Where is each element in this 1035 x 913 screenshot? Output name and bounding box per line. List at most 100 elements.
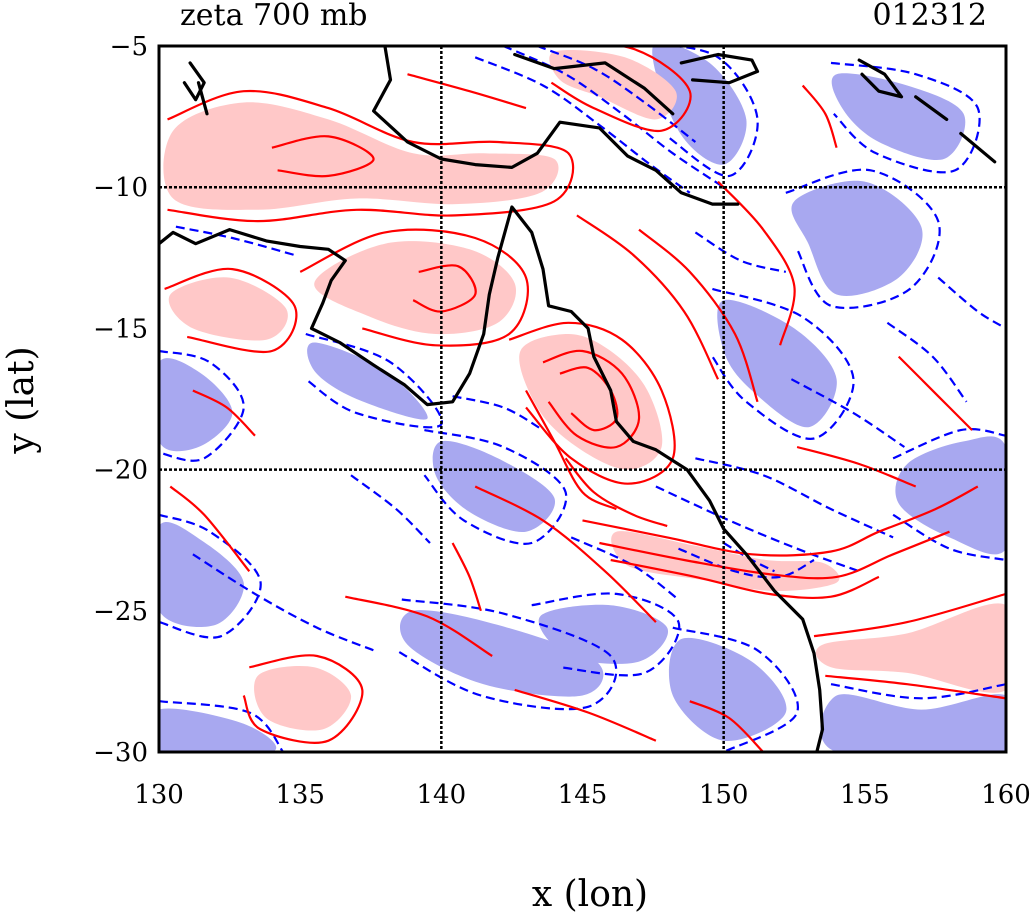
coastline-segment [857, 58, 904, 99]
negative-contour [305, 332, 443, 429]
negative-fill-region [831, 73, 966, 160]
y-axis-title: y (lat) [1, 346, 42, 454]
plot-frame [157, 44, 1008, 754]
positive-contour [474, 485, 657, 623]
positive-contour [610, 558, 880, 600]
positive-contour [897, 355, 973, 431]
coastline-segment [372, 46, 740, 206]
x-axis-ticks: 130 135 140 145 150 155 160 [134, 780, 1031, 810]
coastline-segment [159, 205, 825, 752]
negative-fill-region [791, 180, 923, 297]
positive-contour [514, 688, 657, 742]
positive-contour [345, 595, 493, 657]
positive-fill-region [163, 102, 559, 210]
x-tick-label: 155 [840, 780, 890, 810]
positive-contour [542, 349, 641, 449]
positive-contour [242, 654, 364, 744]
positive-fill-region [168, 277, 288, 341]
negative-contour [790, 378, 906, 448]
positive-contour [192, 389, 256, 437]
positive-contour [582, 485, 979, 557]
positive-fill-region [314, 241, 517, 335]
chart-title-right: 012312 [872, 0, 987, 33]
positive-contour [167, 89, 575, 223]
positive-contour [559, 366, 619, 432]
negative-contour [892, 428, 1006, 460]
positive-contour [813, 592, 1006, 638]
y-tick-label: −30 [93, 738, 148, 768]
positive-contour [689, 700, 764, 752]
negative-contour [830, 61, 981, 174]
negative-contour [395, 598, 618, 711]
negative-contour [695, 457, 894, 539]
positive-contour [564, 457, 668, 528]
negative-fill-region [159, 358, 233, 452]
negative-contour [678, 547, 815, 579]
positive-contour [525, 389, 617, 511]
negative-contour [655, 485, 860, 573]
negative-contour [192, 553, 375, 652]
y-tick-label: −20 [93, 456, 148, 486]
x-axis-title: x (lon) [532, 874, 648, 913]
coastlines [159, 46, 997, 752]
x-tick-label: 130 [134, 780, 184, 810]
positive-fill-region [815, 603, 1006, 693]
positive-contour [407, 73, 527, 110]
x-tick-label: 160 [981, 780, 1031, 810]
negative-fill-region [820, 694, 1006, 752]
negative-contour [474, 56, 691, 194]
positive-contour [796, 445, 917, 488]
negative-contour [159, 349, 245, 462]
negative-contour [886, 321, 968, 403]
positive-contour [164, 267, 298, 354]
negative-fill-region [159, 522, 244, 628]
y-tick-label: −25 [93, 597, 148, 627]
positive-contour [638, 228, 759, 403]
positive-contour [508, 321, 676, 485]
positive-fill-region [254, 666, 352, 731]
negative-contour [785, 168, 941, 310]
positive-contour [576, 214, 719, 380]
negative-contour [531, 592, 681, 677]
negative-fill-region [159, 708, 277, 752]
positive-contour [825, 674, 1006, 700]
gridlines [159, 46, 1006, 752]
negative-contour [570, 536, 680, 601]
negative-contour [694, 231, 787, 273]
coastline-segment [196, 81, 209, 116]
plot-area [159, 46, 1006, 752]
negative-contour [350, 474, 431, 544]
chart-title-left: zeta 700 mb [180, 0, 368, 33]
negative-fill-region [895, 436, 1006, 555]
positive-vorticity-contours [164, 46, 1006, 752]
y-axis-ticks: −5 −10 −15 −20 −25 −30 [93, 32, 148, 768]
y-tick-label: −10 [93, 173, 148, 203]
y-tick-label: −15 [93, 314, 148, 344]
negative-contour [159, 513, 262, 639]
negative-fill-region [399, 610, 604, 697]
negative-fill-region [307, 342, 428, 420]
x-tick-label: 140 [417, 780, 467, 810]
positive-contour [801, 84, 838, 149]
positive-contour [299, 228, 530, 347]
coastline-segment [513, 52, 675, 116]
negative-contour [937, 276, 1006, 330]
negative-contour [536, 46, 697, 143]
x-tick-label: 145 [558, 780, 608, 810]
negative-fill-region [652, 46, 747, 165]
x-tick-label: 150 [699, 780, 749, 810]
positive-contour [271, 135, 375, 178]
positive-fill-region [549, 49, 677, 120]
negative-contour [452, 395, 544, 432]
negative-fill-region [668, 637, 787, 741]
positive-contour [169, 485, 251, 572]
positive-contour [550, 46, 692, 133]
positive-contour [599, 530, 950, 580]
positive-contour [451, 542, 482, 612]
positive-contour [717, 180, 796, 346]
negative-contour [672, 626, 800, 752]
negative-fill-region [538, 604, 669, 664]
negative-contour [711, 287, 855, 440]
coastline-segment [959, 131, 997, 164]
